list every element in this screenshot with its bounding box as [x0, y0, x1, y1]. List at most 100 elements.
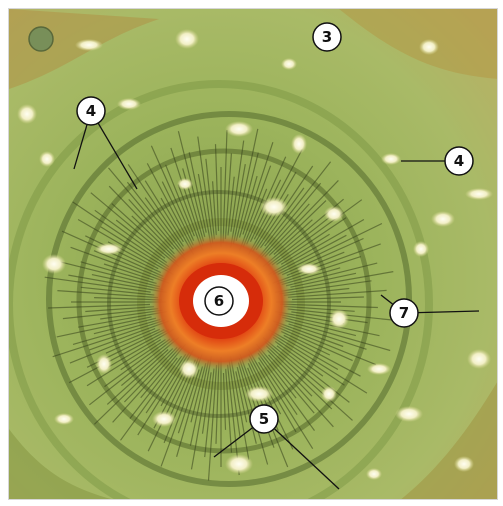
vein-line	[205, 158, 215, 240]
vein-line	[120, 339, 166, 371]
vein-line	[93, 317, 157, 335]
vein-line	[258, 361, 314, 450]
vein-line	[176, 366, 204, 457]
vein-line	[212, 181, 217, 236]
vein-line	[281, 237, 364, 276]
vein-line	[77, 218, 174, 276]
vein-line	[56, 260, 161, 288]
vein-line	[238, 175, 258, 238]
vein-line	[264, 179, 339, 258]
vein-line	[129, 357, 178, 419]
corner-icon	[28, 26, 54, 52]
vein-line	[242, 142, 274, 235]
vein-line	[274, 340, 324, 377]
vein-line	[275, 323, 377, 366]
bright-spot	[152, 411, 176, 427]
vein-line	[85, 235, 162, 274]
vein-line	[89, 337, 175, 406]
bright-spot	[260, 197, 288, 217]
vein-line	[270, 332, 368, 394]
vein-line	[144, 197, 185, 252]
vein-line	[80, 261, 157, 285]
bright-spot	[454, 456, 474, 472]
vein-line	[272, 234, 347, 275]
vein-line	[207, 364, 218, 481]
vein-line	[280, 233, 330, 265]
vein-line	[145, 353, 187, 414]
vein-line	[260, 203, 310, 259]
vein-line	[279, 303, 378, 309]
vein-line	[286, 251, 345, 276]
callout-4b: 4	[444, 146, 474, 176]
vein-line	[104, 338, 171, 388]
vein-line	[230, 140, 245, 232]
callout-7: 7	[389, 298, 419, 328]
vein-line	[283, 334, 361, 377]
callout-5: 5	[249, 404, 279, 434]
vein-line	[68, 329, 170, 384]
vein-line	[131, 215, 177, 259]
bright-spot	[225, 121, 253, 137]
vein-line	[85, 306, 155, 313]
vein-line	[190, 356, 212, 470]
bright-spot	[381, 153, 401, 165]
vein-line	[235, 152, 259, 242]
vein-line	[48, 303, 151, 309]
vein-line	[94, 209, 168, 264]
vein-line	[80, 286, 155, 296]
vein-line	[278, 313, 380, 337]
vein-line	[272, 336, 345, 386]
vein-line	[146, 163, 194, 251]
spots	[17, 29, 493, 480]
callout-5-label: 5	[259, 410, 269, 428]
bright-spot	[54, 413, 74, 425]
vein-line	[105, 328, 161, 354]
vein-line	[257, 352, 315, 431]
vein-line	[271, 199, 363, 266]
vein-line	[127, 164, 184, 247]
vein-line	[100, 226, 172, 272]
vein-line	[170, 147, 204, 247]
vein-line	[165, 164, 195, 237]
vein-line	[123, 346, 178, 403]
vein-line	[281, 267, 341, 286]
vein-line	[281, 316, 357, 337]
vein-line	[128, 198, 174, 250]
bright-spot	[95, 243, 123, 255]
vein-line	[126, 181, 186, 256]
vein-line	[144, 180, 184, 243]
vein-line	[70, 246, 170, 284]
vein-line	[72, 318, 161, 345]
callout-3-label: 3	[322, 28, 332, 46]
vein-line	[57, 290, 159, 299]
vein-line	[247, 349, 297, 433]
bright-spot	[324, 206, 344, 222]
bright-spot	[39, 151, 55, 167]
vein-line	[204, 368, 215, 458]
micrograph-svg: 3 4 4 5 6 7	[9, 9, 497, 499]
vein-line	[115, 219, 166, 259]
bright-spot	[75, 39, 103, 51]
bright-spot	[395, 406, 423, 422]
vein-line	[267, 217, 330, 267]
bright-spot	[367, 363, 391, 375]
bright-spot	[175, 29, 199, 49]
vein-line	[279, 280, 372, 295]
vein-line	[62, 308, 159, 320]
vein-line	[161, 181, 194, 246]
bright-spot	[117, 98, 141, 110]
bright-spot	[467, 349, 491, 369]
radial-veins	[44, 128, 394, 481]
vein-line	[227, 176, 235, 236]
vein-line	[197, 136, 214, 244]
vein-line	[225, 368, 233, 453]
vein-line	[287, 289, 387, 298]
bright-spot	[366, 468, 382, 480]
vein-line	[93, 250, 167, 281]
vein-line	[232, 128, 259, 245]
callout-7-label: 7	[399, 304, 409, 322]
vein-line	[265, 345, 333, 410]
vein-line	[285, 319, 391, 352]
vein-line	[268, 218, 365, 276]
